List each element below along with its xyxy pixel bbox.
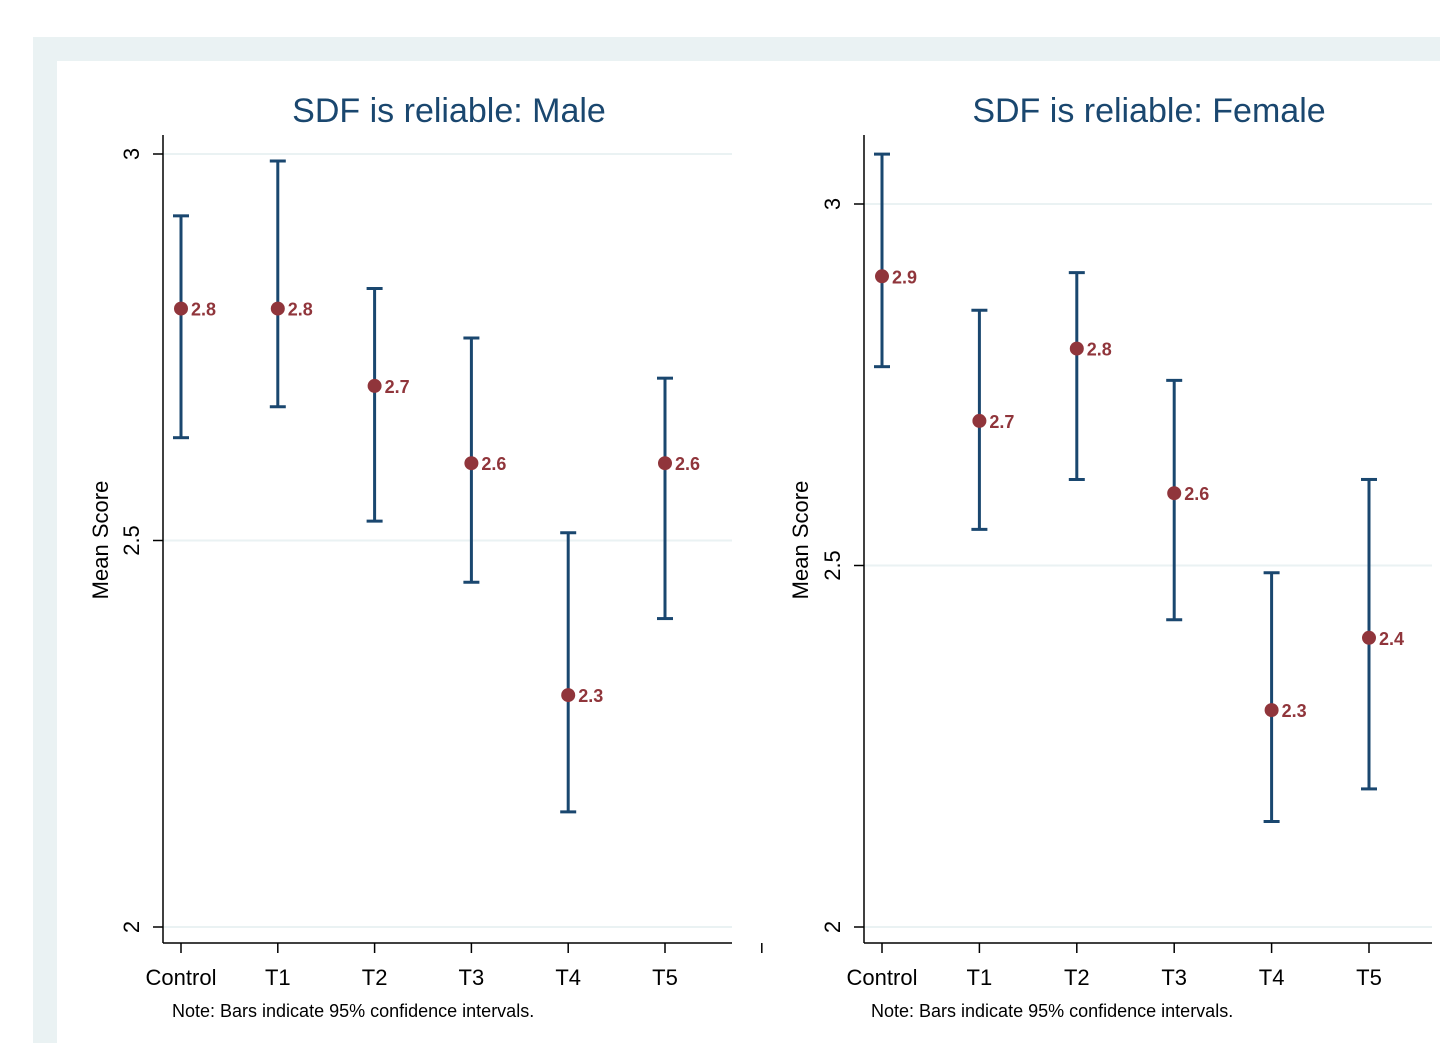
mean-label: 2.7 bbox=[989, 412, 1014, 432]
mean-marker bbox=[561, 688, 576, 703]
y-tick-label: 3 bbox=[119, 148, 144, 160]
mean-marker bbox=[658, 456, 672, 471]
y-tick-label: 3 bbox=[820, 198, 845, 210]
mean-marker bbox=[464, 456, 479, 471]
x-tick-label: T2 bbox=[1064, 965, 1090, 990]
mean-marker bbox=[1362, 630, 1376, 645]
x-tick-label: T5 bbox=[1356, 965, 1382, 990]
chart-panel-female: SDF is reliable: Female Mean Score Note:… bbox=[788, 92, 1432, 1021]
mean-marker bbox=[875, 269, 889, 284]
x-tick-label: Control bbox=[847, 965, 918, 990]
plot-region bbox=[57, 61, 1440, 1043]
mean-label: 2.3 bbox=[578, 686, 603, 706]
x-tick-label: T2 bbox=[362, 965, 388, 990]
y-axis-label: Mean Score bbox=[88, 481, 113, 600]
x-tick-label: Control bbox=[146, 965, 217, 990]
mean-marker bbox=[1264, 703, 1279, 718]
chart-panel-male: SDF is reliable: Male Mean Score Note: B… bbox=[88, 92, 763, 1021]
mean-label: 2.6 bbox=[481, 454, 506, 474]
mean-label: 2.7 bbox=[385, 377, 410, 397]
y-axis-label: Mean Score bbox=[788, 481, 813, 600]
mean-label: 2.6 bbox=[675, 454, 700, 474]
x-tick-label: T4 bbox=[1259, 965, 1285, 990]
mean-marker bbox=[367, 378, 382, 393]
mean-label: 2.6 bbox=[1184, 484, 1209, 504]
mean-marker bbox=[174, 301, 188, 316]
x-tick-label: T5 bbox=[652, 965, 678, 990]
y-tick-label: 2 bbox=[820, 921, 845, 933]
chart-title: SDF is reliable: Male bbox=[292, 92, 606, 130]
x-tick-label: T3 bbox=[1161, 965, 1187, 990]
chart-title: SDF is reliable: Female bbox=[972, 92, 1325, 130]
mean-marker bbox=[1069, 341, 1084, 356]
x-tick-label: T1 bbox=[967, 965, 993, 990]
mean-marker bbox=[270, 301, 285, 316]
chart-note: Note: Bars indicate 95% confidence inter… bbox=[871, 1001, 1233, 1021]
x-tick-label: T3 bbox=[459, 965, 485, 990]
mean-label: 2.8 bbox=[288, 300, 313, 320]
chart-note: Note: Bars indicate 95% confidence inter… bbox=[172, 1001, 534, 1021]
mean-marker bbox=[972, 413, 987, 428]
mean-label: 2.3 bbox=[1282, 701, 1307, 721]
y-tick-label: 2.5 bbox=[820, 550, 845, 581]
mean-label: 2.9 bbox=[892, 267, 917, 287]
mean-label: 2.4 bbox=[1379, 629, 1404, 649]
x-tick-label: T1 bbox=[265, 965, 291, 990]
y-tick-label: 2 bbox=[119, 921, 144, 933]
mean-label: 2.8 bbox=[191, 300, 216, 320]
mean-label: 2.8 bbox=[1087, 340, 1112, 360]
y-tick-label: 2.5 bbox=[119, 525, 144, 556]
x-tick-label: T4 bbox=[555, 965, 581, 990]
mean-marker bbox=[1167, 486, 1182, 501]
